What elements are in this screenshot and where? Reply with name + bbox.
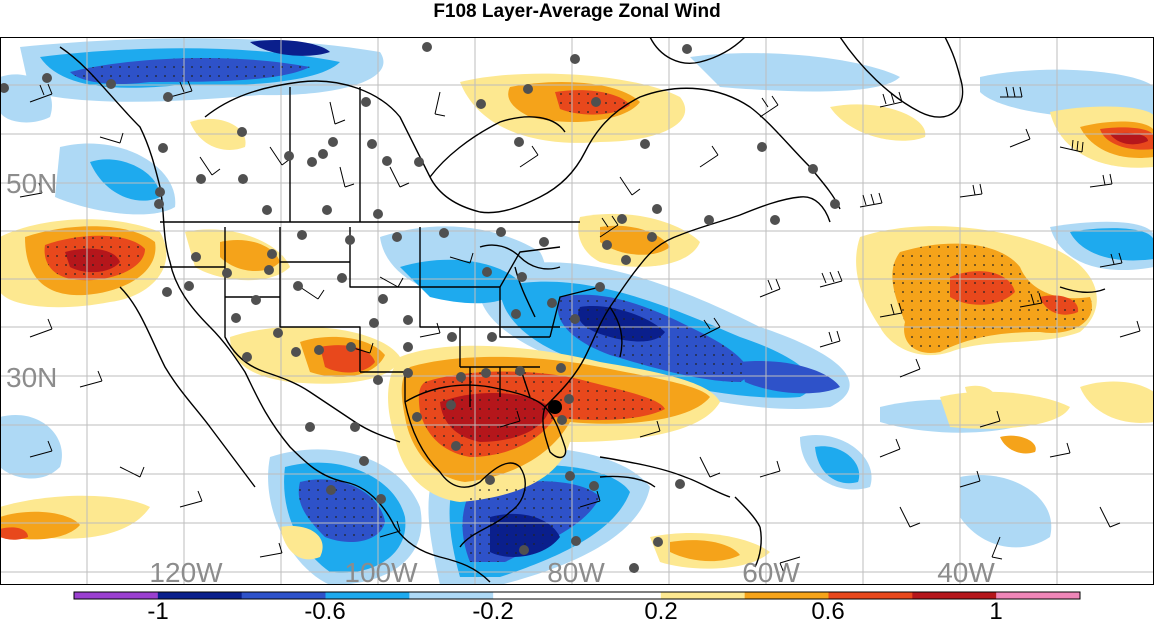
colorbar-swatch (74, 592, 159, 599)
colorbar-swatch (157, 592, 243, 599)
lon-label-60w: 60W (742, 557, 800, 585)
colorbar-tick-label: 0.2 (644, 598, 677, 622)
lon-label-120w: 120W (149, 557, 223, 585)
colorbar-swatch (493, 592, 578, 599)
lat-lon-gridlines (0, 37, 1154, 585)
colorbar-swatch (660, 592, 746, 599)
colorbar-swatch (409, 592, 494, 599)
colorbar-swatches (74, 592, 1081, 599)
anomaly-stippling (44, 57, 1092, 562)
colorbar-swatch (828, 592, 913, 599)
colorbar-swatch (912, 592, 997, 599)
colorbar-tick-label: -0.2 (472, 598, 513, 622)
lat-label-50n: 50N (6, 168, 57, 199)
wind-barbs (19, 80, 1141, 574)
colorbar-tick-label: -0.6 (304, 598, 345, 622)
lon-label-80w: 80W (547, 557, 605, 585)
lon-label-40w: 40W (937, 557, 995, 585)
colorbar-tick-labels: -1 -0.6 -0.2 0.2 0.6 1 (147, 598, 1002, 622)
observation-stations (0, 42, 840, 573)
lat-label-30n: 30N (6, 362, 57, 393)
colorbar-swatch (577, 592, 662, 599)
longitude-labels: 120W 100W 80W 60W 40W (149, 557, 995, 585)
colorbar-swatch (325, 592, 410, 599)
colorbar-tick-label: -1 (147, 598, 168, 622)
anomaly-fill (0, 38, 1154, 585)
colorbar-frame (73, 591, 1081, 600)
latitude-labels: 50N 30N (6, 168, 57, 393)
colorbar-swatch (241, 592, 326, 599)
colorbar-tick-label: 1 (989, 598, 1002, 622)
highlight-station (548, 400, 562, 414)
colorbar: -1 -0.6 -0.2 0.2 0.6 1 (73, 591, 1081, 622)
colorbar-tick-label: 0.6 (811, 598, 844, 622)
colorbar-swatch (744, 592, 829, 599)
colorbar-swatch (996, 592, 1081, 599)
lon-label-100w: 100W (344, 557, 418, 585)
zonal-wind-map: 50N 30N 120W 100W 80W 60W 40W (0, 37, 1154, 585)
map-title: F108 Layer-Average Zonal Wind (433, 1, 721, 22)
